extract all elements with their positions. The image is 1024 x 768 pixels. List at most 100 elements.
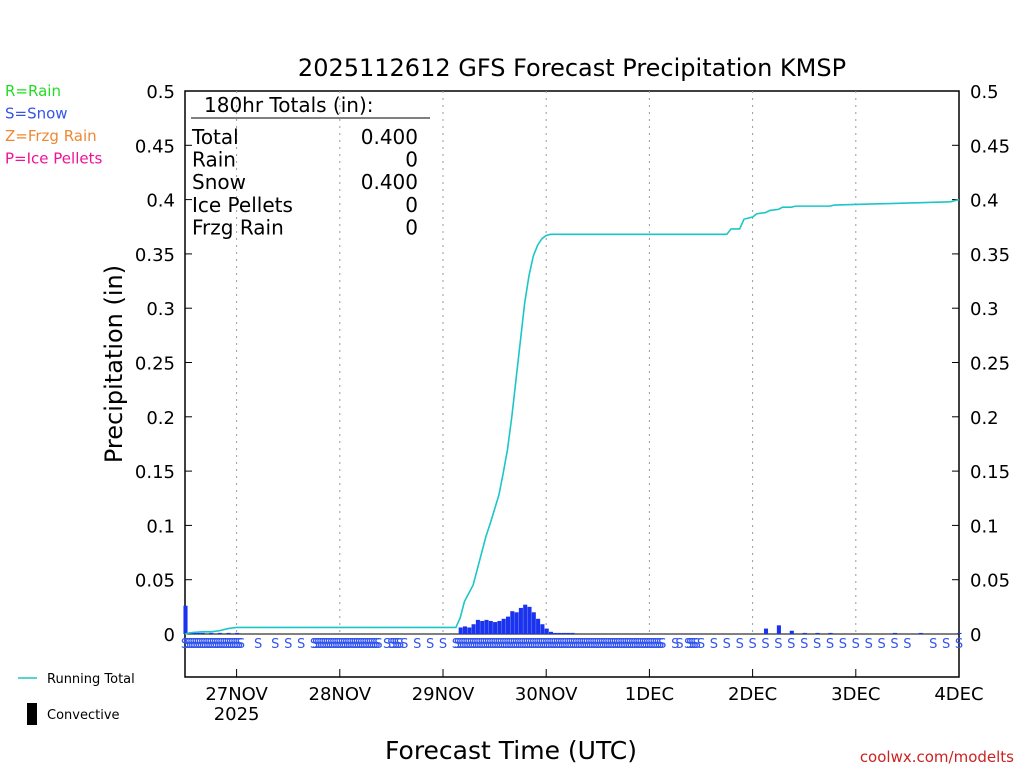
convective-bar <box>196 632 201 634</box>
ptype-marker: S <box>454 637 462 652</box>
ptype-marker: S <box>518 637 526 652</box>
ptype-marker: S <box>686 637 694 652</box>
ptype-marker: S <box>196 637 204 652</box>
ptype-marker: S <box>617 637 625 652</box>
ptype-marker: S <box>596 637 604 652</box>
ptype-marker: S <box>516 637 524 652</box>
ptype-marker: S <box>224 637 232 652</box>
ptype-marker: S <box>955 637 963 652</box>
ptype-marker: S <box>650 637 658 652</box>
ptype-marker: S <box>220 637 228 652</box>
convective-bar <box>531 612 536 634</box>
convective-legend-icon <box>27 703 37 725</box>
ptype-marker: S <box>929 637 937 652</box>
y-tick-label: 0.15 <box>970 462 1010 483</box>
ptype-marker: S <box>787 637 795 652</box>
ptype-marker: S <box>877 637 885 652</box>
totals-title: 180hr Totals (in): <box>204 93 374 117</box>
ptype-marker: S <box>546 637 554 652</box>
ptype-marker: S <box>493 637 501 652</box>
ptype-marker: S <box>329 637 337 652</box>
y-tick-label: 0.2 <box>146 408 175 429</box>
ptype-marker: S <box>647 637 655 652</box>
ptype-marker: S <box>185 637 193 652</box>
ptype-marker: S <box>512 637 520 652</box>
ptype-marker: S <box>271 637 279 652</box>
ptype-marker: S <box>336 637 344 652</box>
ptype-marker: S <box>553 637 561 652</box>
convective-bar <box>540 624 545 634</box>
ptype-marker: S <box>643 637 651 652</box>
ptype-marker: S <box>531 637 539 652</box>
chart-title: 2025112612 GFS Forecast Precipitation KM… <box>298 54 846 82</box>
y-tick-label: 0.45 <box>970 136 1010 157</box>
convective-bar <box>467 627 472 634</box>
ptype-marker: S <box>340 637 348 652</box>
ptype-marker: S <box>209 637 217 652</box>
ptype-marker: S <box>521 637 529 652</box>
ptype-marker: S <box>368 637 376 652</box>
ptype-marker: S <box>589 637 597 652</box>
ptype-marker: S <box>194 637 202 652</box>
ptype-marker: S <box>710 637 718 652</box>
ptype-marker: S <box>619 637 627 652</box>
y-tick-label: 0.25 <box>970 354 1010 375</box>
y-tick-label: 0.3 <box>970 299 999 320</box>
convective-bar <box>789 630 794 634</box>
ptype-marker: S <box>200 637 208 652</box>
ptype-marker: S <box>826 637 834 652</box>
convective-bar <box>527 606 532 634</box>
ptype-marker: S <box>366 637 374 652</box>
ptype-marker: S <box>748 637 756 652</box>
convective-bar <box>892 632 898 634</box>
ptype-marker: S <box>482 637 490 652</box>
ptype-marker: S <box>688 637 696 652</box>
ptype-marker: S <box>316 637 324 652</box>
ptype-marker: S <box>542 637 550 652</box>
ptype-marker: S <box>538 637 546 652</box>
totals-row-value: 0.400 <box>361 125 418 149</box>
y-tick-label: 0 <box>164 625 175 646</box>
ptype-marker: S <box>630 637 638 652</box>
type-legend-item: S=Snow <box>5 105 68 123</box>
ptype-marker: S <box>533 637 541 652</box>
x-tick-label: 1DEC <box>625 684 674 705</box>
ptype-marker: S <box>635 637 643 652</box>
ptype-marker: S <box>370 637 378 652</box>
ptype-marker: S <box>622 637 630 652</box>
convective-bar <box>510 611 515 634</box>
ptype-marker: S <box>583 637 591 652</box>
y-tick-label: 0.25 <box>135 354 175 375</box>
ptype-marker: S <box>626 637 634 652</box>
ptype-marker: S <box>349 637 357 652</box>
ptype-marker: S <box>217 637 225 652</box>
ptype-marker: S <box>361 637 369 652</box>
convective-bar <box>570 632 575 634</box>
ptype-marker: S <box>564 637 572 652</box>
ptype-marker: S <box>549 637 557 652</box>
ptype-marker: S <box>372 637 380 652</box>
ptype-marker: S <box>237 637 245 652</box>
ptype-marker: S <box>568 637 576 652</box>
ptype-marker: S <box>192 637 200 652</box>
ptype-marker: S <box>497 637 505 652</box>
ptype-marker: S <box>523 637 531 652</box>
convective-bar <box>192 632 197 634</box>
ptype-marker: S <box>839 637 847 652</box>
totals-row-value: 0 <box>405 193 418 217</box>
convective-bar <box>497 620 502 634</box>
convective-bar <box>518 607 523 634</box>
ptype-marker: S <box>357 637 365 652</box>
totals-row-label: Rain <box>192 148 236 172</box>
y-axis-right: 0 0.05 0.1 0.15 0.2 0.25 0.3 0.35 0.4 0.45 0.5 <box>952 82 1010 646</box>
ptype-marker: S <box>486 637 494 652</box>
ptype-marker: S <box>323 637 331 652</box>
ptype-marker: S <box>207 637 215 652</box>
ptype-marker: S <box>490 637 498 652</box>
ptype-marker: S <box>570 637 578 652</box>
convective-bar <box>480 620 485 634</box>
ptype-marker: S <box>736 637 744 652</box>
ptype-marker: S <box>475 637 483 652</box>
ptype-marker: S <box>484 637 492 652</box>
